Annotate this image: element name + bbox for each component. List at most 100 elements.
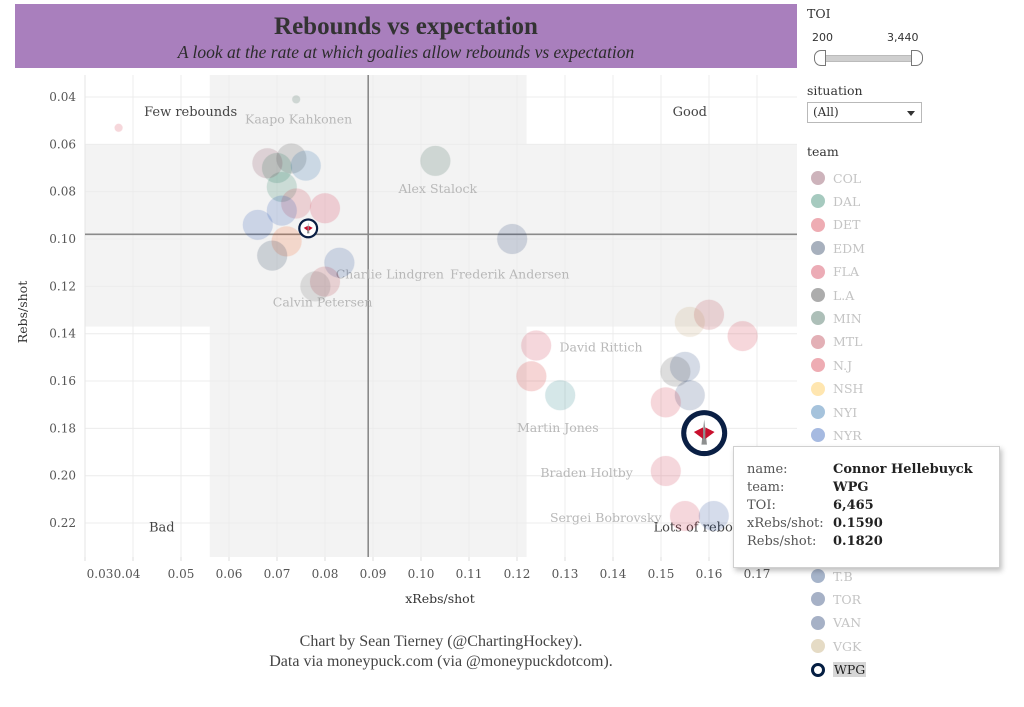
wpg-maple-icon [693, 427, 715, 439]
team-logo-point-cgy [521, 330, 552, 361]
team-logo-point-min [292, 95, 301, 104]
team-logo-point-nyr [266, 195, 297, 226]
situation-selected-value: (All) [813, 105, 839, 119]
tooltip-row-toi: TOI: 6,465 [747, 498, 874, 513]
legend-item-label: T.B [833, 568, 853, 584]
toi-max-value: 3,440 [887, 31, 919, 44]
wpg-point-marker [681, 410, 728, 457]
legend-item-dal[interactable]: DAL [811, 191, 860, 211]
legend-item-nsh[interactable]: NSH [811, 379, 863, 399]
legend-item-label: VGK [833, 638, 862, 654]
legend-item-van[interactable]: VAN [811, 613, 861, 633]
tooltip-row-name: name: Connor Hellebuyck [747, 462, 973, 477]
legend-item-label: MTL [833, 334, 863, 350]
nyr-logo-icon [811, 428, 825, 443]
toi-slider-min-handle[interactable] [814, 50, 826, 66]
x-tick-label: 0.06 [216, 567, 243, 581]
legend-item-mtl[interactable]: MTL [811, 332, 862, 352]
legend-item-label: NYI [833, 404, 858, 420]
y-tick-label: 0.14 [49, 327, 76, 341]
team-logo-point-fla [670, 500, 700, 531]
tor-leaf-icon [811, 592, 825, 607]
legend-item-edm[interactable]: EDM [811, 238, 865, 258]
quadrant-label: Good [673, 105, 707, 120]
team-logo-point-nj [650, 387, 681, 418]
legend-item-label: FLA [833, 264, 860, 280]
legend-item-tor[interactable]: TOR [811, 589, 861, 609]
min-logo-icon [811, 311, 825, 326]
chart-subtitle: A look at the rate at which goalies allo… [177, 42, 635, 62]
legend-item-det[interactable]: DET [811, 215, 860, 235]
legend-item-la[interactable]: L.A [811, 285, 854, 305]
goalie-name-label: Martin Jones [517, 420, 599, 435]
x-tick-label: 0.07 [264, 567, 291, 581]
team-logo-point-sjs [545, 380, 576, 411]
legend-item-col[interactable]: COL [811, 168, 861, 188]
dropdown-arrow-icon [907, 111, 915, 116]
toi-slider-max-handle[interactable] [911, 50, 923, 66]
legend-item-label: VAN [833, 615, 862, 631]
goalie-name-label: Calvin Petersen [273, 295, 373, 310]
legend-item-wpg[interactable]: WPG [811, 660, 867, 680]
quadrant-label: Bad [149, 521, 175, 536]
legend-item-vgk[interactable]: VGK [811, 636, 861, 656]
credits-line-2: Data via moneypuck.com (via @moneypuckdo… [269, 653, 613, 670]
x-tick-label: 0.05 [168, 567, 195, 581]
situation-dropdown[interactable]: (All) [807, 102, 922, 123]
legend-item-nyi[interactable]: NYI [811, 402, 857, 422]
team-logo-point-ana [674, 306, 705, 337]
tooltip-row-team: team: WPG [747, 480, 869, 495]
title-banner: Rebounds vs expectation A look at the ra… [15, 4, 797, 68]
nsh-logo-icon [811, 381, 825, 396]
legend-item-tb[interactable]: T.B [811, 566, 853, 586]
toi-min-value: 200 [812, 31, 833, 44]
dal-star-icon [811, 194, 825, 209]
x-tick-label: 0.14 [600, 567, 627, 581]
y-tick-label: 0.10 [49, 232, 76, 246]
x-tick-label: 0.08 [312, 567, 339, 581]
y-axis-title: Rebs/shot [15, 281, 30, 343]
team-logo-point-tor [497, 224, 528, 255]
legend-item-nyr[interactable]: NYR [811, 425, 862, 445]
mtl-logo-icon [811, 334, 825, 349]
wpg-logo-icon [811, 662, 825, 677]
x-tick-label: 0.16 [696, 567, 723, 581]
goalie-name-label: Alex Stalock [398, 181, 478, 196]
team-logo-point-nyi [290, 150, 321, 181]
x-tick-label: 0.09 [360, 567, 387, 581]
legend-item-label: NYR [833, 427, 862, 443]
tooltip-row-xrebs: xRebs/shot: 0.1590 [747, 516, 883, 531]
team-logo-point-edm [257, 240, 288, 271]
team-logo-point-car [516, 361, 547, 392]
team-filter-label: team [807, 144, 839, 159]
team-logo-point-wsh [650, 455, 681, 486]
tb-logo-icon [811, 569, 825, 583]
wpg-point-marker [298, 218, 319, 239]
goalie-name-label: David Rittich [559, 340, 642, 355]
toi-filter-label: TOI [807, 6, 831, 21]
toi-slider-track[interactable] [821, 55, 917, 62]
y-tick-label: 0.18 [49, 421, 76, 435]
x-tick-label: 0.12 [504, 567, 531, 581]
legend-item-label: MIN [833, 310, 862, 326]
team-logo-point-nyr [242, 209, 273, 240]
team-logo-point-bos [660, 356, 691, 387]
legend-item-fla[interactable]: FLA [811, 262, 859, 282]
goalie-name-label: Charlie Lindgren [336, 266, 444, 281]
team-logo-point-det [727, 321, 758, 352]
legend-item-min[interactable]: MIN [811, 308, 862, 328]
legend-item-label: L.A [833, 287, 855, 303]
team-logo-point-chi [310, 193, 340, 224]
goalie-name-label: Braden Holtby [540, 465, 633, 480]
legend-item-label: EDM [833, 240, 865, 256]
tooltip: name: Connor Hellebuyck team: WPG TOI: 6,46… [733, 446, 1000, 568]
shaded-band-horizontal [85, 144, 797, 327]
legend-item-label: TOR [833, 591, 861, 607]
goalie-name-label: Frederik Andersen [450, 266, 569, 281]
legend-item-nj[interactable]: N.J [811, 355, 852, 375]
tooltip-row-rebs: Rebs/shot: 0.1820 [747, 534, 883, 549]
team-logo-point-la [300, 271, 331, 302]
fla-logo-icon [811, 264, 825, 279]
wpg-maple-icon [303, 225, 313, 231]
team-logo-point-dal [266, 171, 297, 202]
